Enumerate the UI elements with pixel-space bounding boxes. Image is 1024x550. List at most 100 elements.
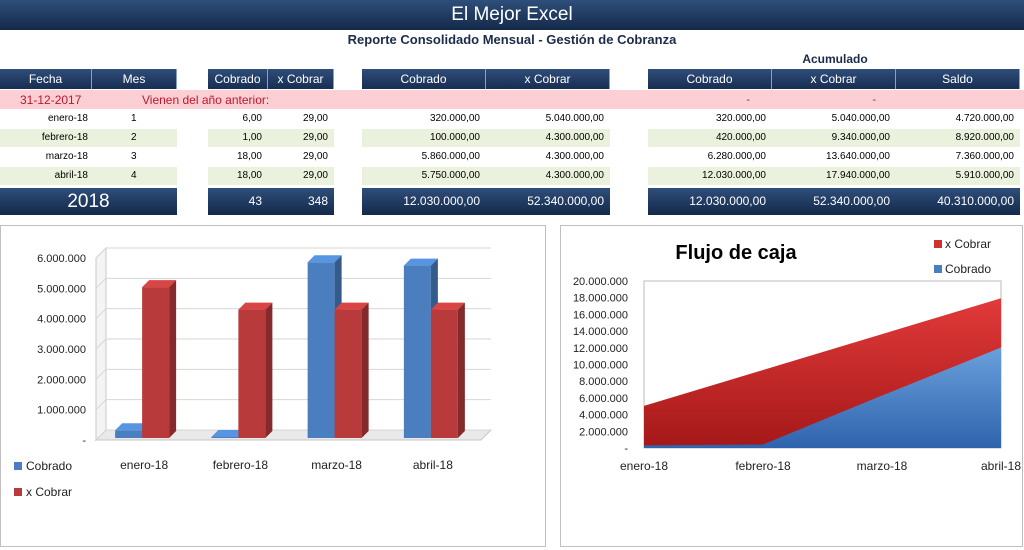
row-fecha[interactable]: abril-18	[54, 170, 88, 181]
row-mes[interactable]: 2	[131, 132, 137, 143]
row-cobrado[interactable]: 18,00	[236, 170, 262, 181]
legend-label: x Cobrar	[945, 237, 991, 251]
row-x-cobrar[interactable]: 29,00	[302, 170, 328, 181]
row-acum-cobrado[interactable]: 12.030.000,00	[702, 170, 766, 181]
row-cobrado[interactable]: 6,00	[242, 113, 262, 124]
header-x-cobrar[interactable]: x Cobrar	[268, 69, 334, 89]
bar-chart-panel[interactable]: - 1.000.000 2.000.000 3.000.000 4.000.000 5.0…	[0, 225, 546, 547]
totals-acum-x-cobrar[interactable]: 52.340.000,00	[813, 194, 890, 208]
opening-date[interactable]: 31-12-2017	[20, 93, 82, 107]
row-mes[interactable]: 1	[131, 113, 137, 124]
bar-side	[457, 302, 465, 438]
gridline	[95, 247, 491, 259]
totals-cobrado[interactable]: 43	[248, 194, 262, 208]
bar-side	[265, 302, 273, 438]
y-tick-label: 8.000.000	[579, 376, 628, 388]
x-tick-label: marzo-18	[857, 459, 908, 473]
header-saldo[interactable]: Saldo	[896, 69, 1020, 89]
row-acum-cobrado[interactable]: 320.000,00	[715, 113, 766, 124]
row-acum-x-cobrar[interactable]: 17.940.000,00	[826, 170, 890, 181]
row-fecha[interactable]: enero-18	[47, 113, 88, 124]
totals-saldo[interactable]: 40.310.000,00	[937, 194, 1014, 208]
header-cobrado[interactable]: Cobrado	[208, 69, 268, 89]
row-acum-x-cobrar[interactable]: 13.640.000,00	[826, 151, 890, 162]
totals-monto-cobrado[interactable]: 12.030.000,00	[403, 194, 480, 208]
header-acum-x-cobrar[interactable]: x Cobrar	[772, 69, 896, 89]
totals-x-cobrar[interactable]: 348	[307, 194, 328, 208]
bar-top	[430, 302, 465, 310]
area-chart-panel[interactable]: - 2.000.000 4.000.000 6.000.000 8.000.000 10.…	[560, 225, 1023, 547]
header-mes[interactable]: Mes	[92, 69, 177, 89]
row-cobrado[interactable]: 1,00	[242, 132, 262, 143]
legend-swatch	[14, 462, 22, 470]
x-tick-label: enero-18	[620, 459, 668, 473]
opening-acum-x-cobrar[interactable]: -	[872, 94, 876, 106]
row-band	[208, 129, 334, 147]
totals-block-acum	[648, 188, 1020, 215]
row-cobrado[interactable]: 18,00	[236, 151, 262, 162]
header-monto-cobrado[interactable]: Cobrado	[362, 69, 486, 89]
totals-year[interactable]: 2018	[67, 191, 110, 212]
y-tick-label: 1.000.000	[37, 405, 86, 417]
y-tick-label: 10.000.000	[573, 360, 628, 372]
bar	[334, 309, 362, 438]
row-fecha[interactable]: febrero-18	[41, 132, 88, 143]
header-acum-cobrado[interactable]: Cobrado	[648, 69, 772, 89]
row-monto-cobrado[interactable]: 100.000,00	[429, 132, 480, 143]
area-cobrado	[644, 347, 1001, 448]
row-fecha[interactable]: marzo-18	[45, 151, 88, 162]
row-saldo[interactable]: 4.720.000,00	[955, 113, 1014, 124]
area-chart: - 2.000.000 4.000.000 6.000.000 8.000.000 10.…	[573, 237, 1021, 473]
row-monto-x-cobrar[interactable]: 4.300.000,00	[545, 132, 604, 143]
totals-block-year	[0, 188, 177, 215]
totals-monto-x-cobrar[interactable]: 52.340.000,00	[527, 194, 604, 208]
row-band	[362, 129, 610, 147]
y-tick-label: 2.000.000	[579, 426, 628, 438]
row-band	[0, 129, 177, 147]
y-tick-label: -	[82, 435, 86, 447]
x-tick-label: enero-18	[120, 458, 168, 472]
bar	[238, 309, 266, 438]
row-monto-x-cobrar[interactable]: 5.040.000,00	[545, 113, 604, 124]
app-title: El Mejor Excel	[0, 0, 1024, 30]
y-tick-label: 5.000.000	[37, 283, 86, 295]
bar	[430, 309, 458, 438]
row-monto-x-cobrar[interactable]: 4.300.000,00	[545, 170, 604, 181]
bar-top	[334, 302, 369, 310]
totals-acum-cobrado[interactable]: 12.030.000,00	[689, 194, 766, 208]
row-acum-cobrado[interactable]: 420.000,00	[715, 132, 766, 143]
row-saldo[interactable]: 5.910.000,00	[955, 170, 1014, 181]
row-monto-cobrado[interactable]: 5.750.000,00	[421, 170, 480, 181]
bar-top	[115, 423, 150, 431]
opening-row	[0, 90, 1024, 109]
header-monto-x-cobrar[interactable]: x Cobrar	[486, 69, 610, 89]
row-saldo[interactable]: 7.360.000,00	[955, 151, 1014, 162]
row-acum-x-cobrar[interactable]: 9.340.000,00	[831, 132, 890, 143]
row-monto-x-cobrar[interactable]: 4.300.000,00	[545, 151, 604, 162]
row-band	[648, 167, 1020, 185]
bar-side	[169, 280, 177, 438]
row-acum-x-cobrar[interactable]: 5.040.000,00	[831, 113, 890, 124]
header-fecha[interactable]: Fecha	[0, 69, 92, 89]
row-saldo[interactable]: 8.920.000,00	[955, 132, 1014, 143]
row-x-cobrar[interactable]: 29,00	[302, 132, 328, 143]
totals-block-amounts	[362, 188, 610, 215]
y-tick-label: 4.000.000	[37, 314, 86, 326]
acumulado-label: Acumulado	[802, 52, 868, 66]
row-mes[interactable]: 3	[131, 151, 137, 162]
bar-top	[142, 280, 177, 288]
row-monto-cobrado[interactable]: 5.860.000,00	[421, 151, 480, 162]
row-x-cobrar[interactable]: 29,00	[302, 151, 328, 162]
y-tick-label: 2.000.000	[37, 374, 86, 386]
y-tick-label: -	[624, 443, 628, 455]
legend-swatch	[934, 240, 942, 248]
row-band	[362, 167, 610, 185]
row-mes[interactable]: 4	[131, 170, 137, 181]
row-acum-cobrado[interactable]: 6.280.000,00	[707, 151, 766, 162]
opening-acum-cobrado[interactable]: -	[746, 94, 750, 106]
row-x-cobrar[interactable]: 29,00	[302, 113, 328, 124]
row-monto-cobrado[interactable]: 320.000,00	[429, 113, 480, 124]
legend-label: Cobrado	[945, 262, 991, 276]
gridline	[95, 277, 491, 289]
bar-top	[211, 429, 246, 437]
